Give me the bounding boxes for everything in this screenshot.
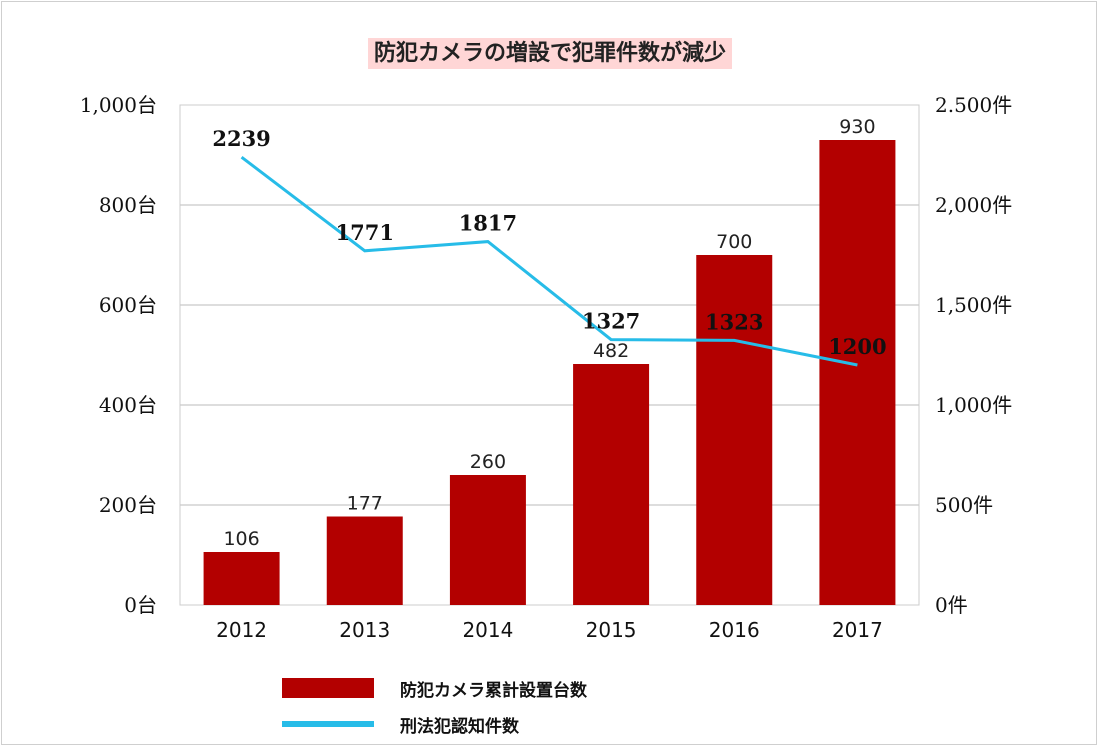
- right-tick-label: 500件: [935, 493, 993, 517]
- bar-data-label: 260: [470, 451, 506, 473]
- bar-data-label: 482: [593, 340, 629, 362]
- left-tick-label: 800台: [99, 193, 157, 217]
- left-tick-label: 0台: [124, 593, 157, 617]
- legend-label-line: 刑法犯認知件数: [400, 716, 519, 737]
- right-tick-label: 0件: [935, 593, 968, 617]
- bar-data-label: 700: [716, 231, 752, 253]
- line-data-label: 1200: [828, 334, 886, 359]
- bar: [203, 552, 280, 605]
- x-tick-label: 2014: [462, 618, 513, 642]
- bar: [696, 255, 773, 605]
- legend-label-bar: 防犯カメラ累計設置台数: [400, 680, 587, 701]
- bar-series: 106 177 260 482 700 930: [203, 116, 896, 605]
- bar: [326, 516, 403, 605]
- bar: [573, 364, 650, 605]
- right-tick-label: 1,500件: [935, 293, 1012, 317]
- left-tick-label: 400台: [99, 393, 157, 417]
- grid-lines: [180, 204, 919, 506]
- line-data-label: 2239: [212, 126, 270, 151]
- x-tick-label: 2016: [709, 618, 760, 642]
- legend: 防犯カメラ累計設置台数 刑法犯認知件数: [282, 670, 587, 742]
- left-tick-label: 600台: [99, 293, 157, 317]
- line-series: 2239 1771 1817 1327 1323 1200: [212, 126, 887, 367]
- x-tick-label: 2013: [339, 618, 390, 642]
- right-tick-label: 2,000件: [935, 193, 1012, 217]
- x-tick-label: 2017: [832, 618, 883, 642]
- left-tick-label: 1,000台: [80, 93, 157, 117]
- line-data-label: 1323: [705, 309, 763, 334]
- plot-area-border: [179, 104, 920, 606]
- bar-data-label: 930: [839, 116, 875, 138]
- right-tick-label: 2.500件: [935, 93, 1012, 117]
- line-path: [240, 156, 858, 367]
- x-tick-label: 2012: [216, 618, 267, 642]
- bar: [819, 140, 896, 605]
- x-tick-label: 2015: [586, 618, 637, 642]
- line-data-label: 1327: [582, 309, 640, 334]
- chart-title-wrap: 防犯カメラの増設で犯罪件数が減少: [0, 35, 1100, 69]
- legend-swatch-line: [282, 721, 374, 727]
- right-axis: 0件 500件 1,000件 1,500件 2,000件 2.500件: [935, 93, 1012, 617]
- x-axis: 2012 2013 2014 2015 2016 2017: [216, 618, 883, 642]
- bar-data-label: 106: [223, 528, 259, 550]
- line-data-label: 1817: [459, 211, 517, 236]
- left-axis: 0台 200台 400台 600台 800台 1,000台: [80, 93, 157, 617]
- left-tick-label: 200台: [99, 493, 157, 517]
- right-tick-label: 1,000件: [935, 393, 1012, 417]
- legend-swatch-bar: [282, 678, 374, 698]
- legend-item-bar: 防犯カメラ累計設置台数: [282, 670, 587, 706]
- chart-title: 防犯カメラの増設で犯罪件数が減少: [367, 38, 732, 69]
- line-data-label: 1771: [336, 220, 394, 245]
- legend-item-line: 刑法犯認知件数: [282, 706, 587, 742]
- bar-data-label: 177: [347, 493, 383, 515]
- bar: [449, 475, 526, 605]
